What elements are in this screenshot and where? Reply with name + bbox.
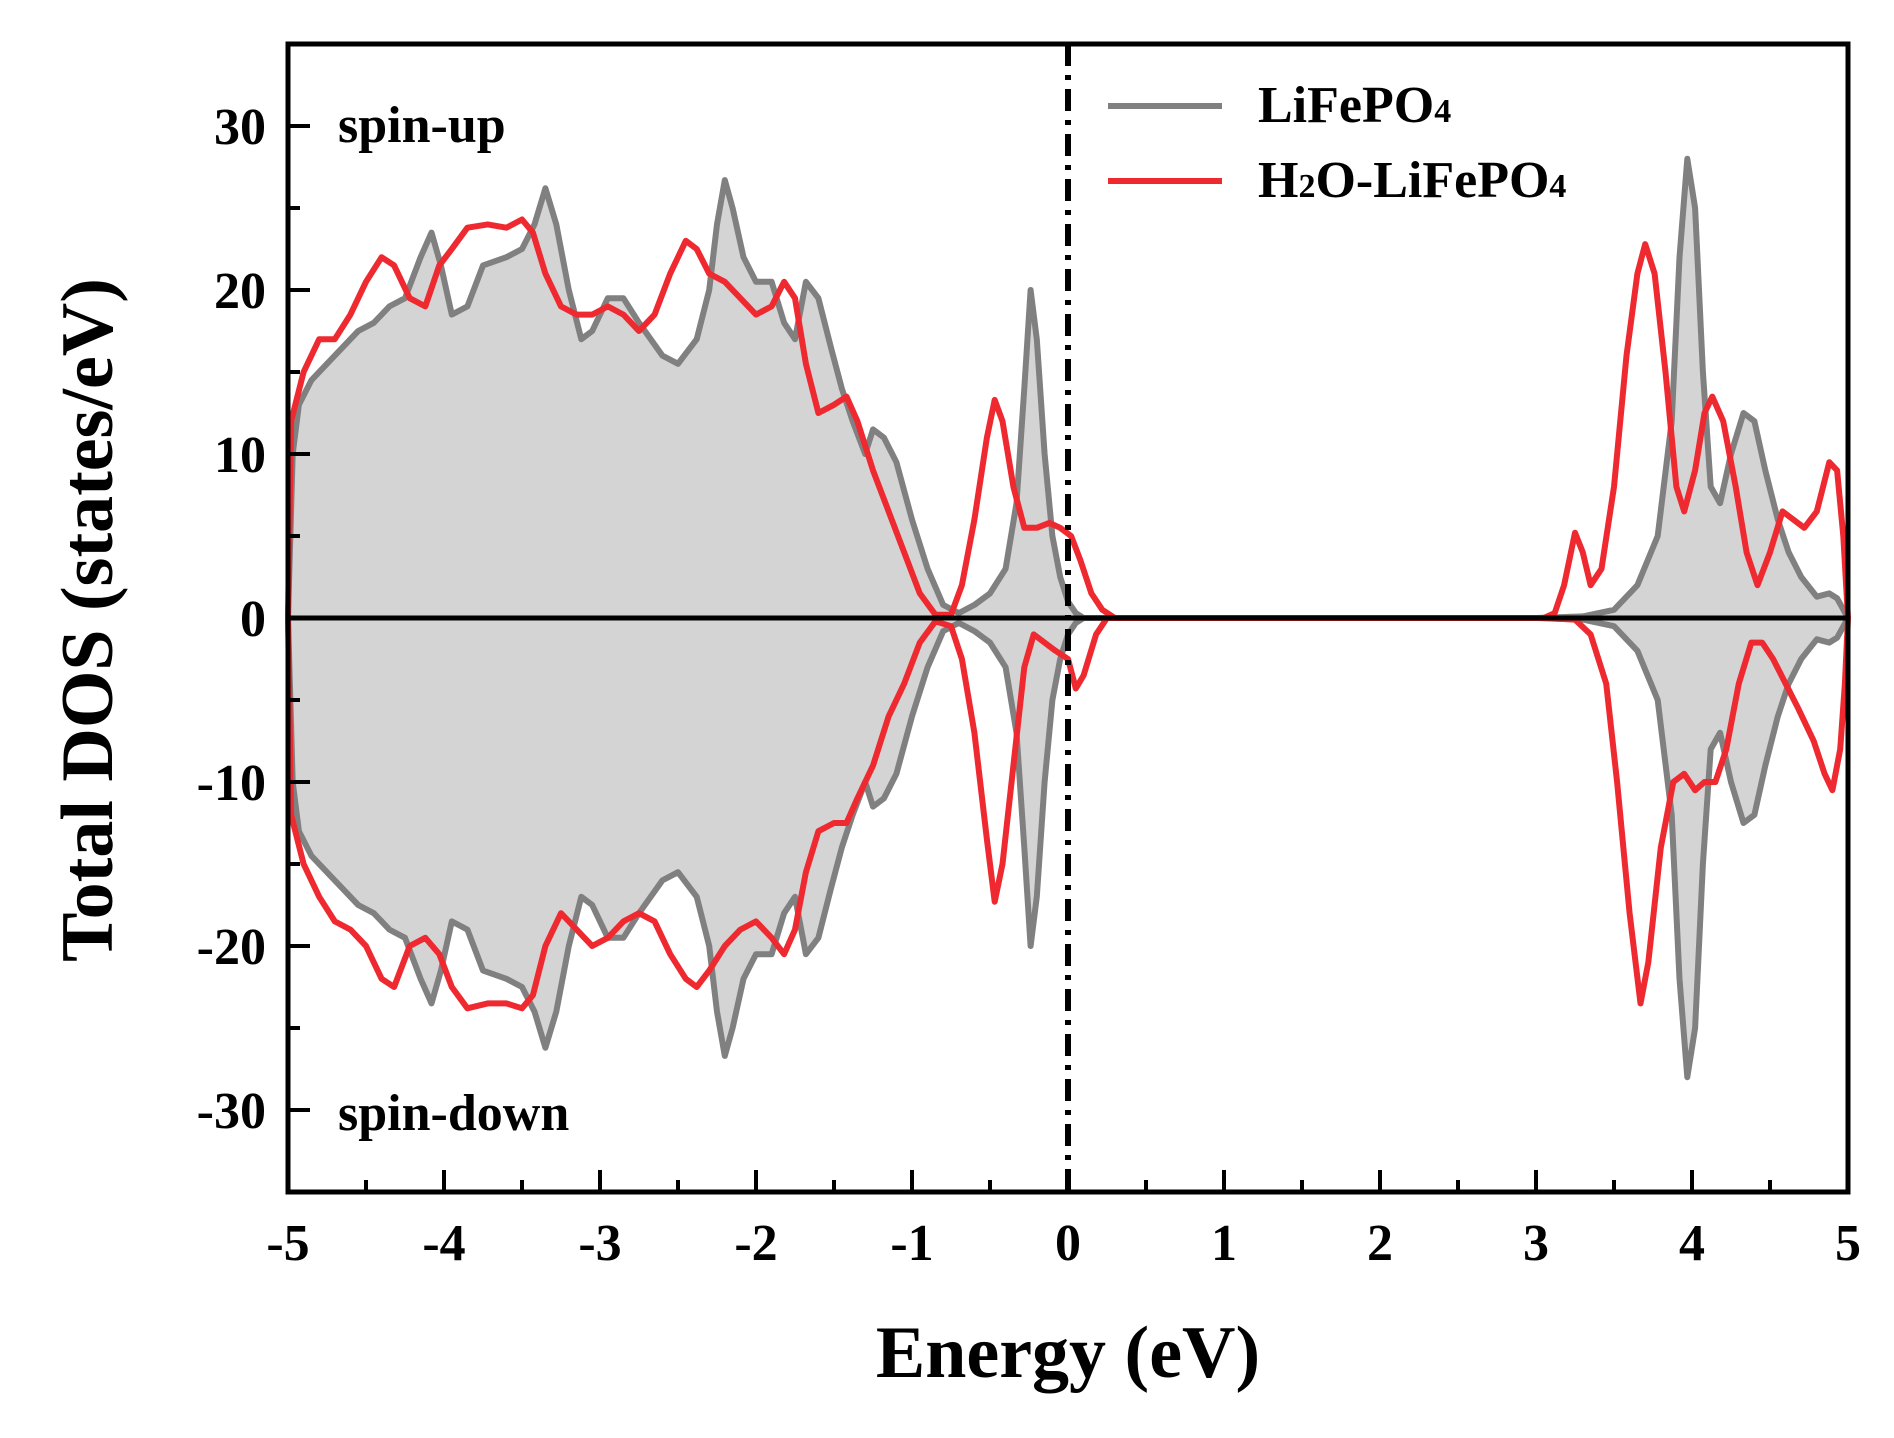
spin-down-label: spin-down (338, 1085, 569, 1142)
x-tick-label: -5 (266, 1215, 309, 1272)
x-tick-label: 1 (1211, 1215, 1237, 1272)
h2o-lifepo4-spin-down-line (285, 615, 1851, 1012)
line-layer (285, 155, 1851, 1081)
x-axis-title: Energy (eV) (876, 1312, 1260, 1394)
x-tick-label: 5 (1835, 1215, 1861, 1272)
y-tick-label: -10 (197, 755, 266, 812)
legend-label-h2o-lifepo4: H2O-LiFePO4 (1258, 152, 1566, 209)
x-tick-label: 3 (1523, 1215, 1549, 1272)
reference-lines (288, 44, 1848, 1192)
ticks (286, 42, 1850, 1194)
h2o-lifepo4-spin-up-line (285, 216, 1851, 621)
y-tick-label: -20 (197, 919, 266, 976)
y-tick-label: 30 (214, 99, 266, 156)
fill-layer (288, 158, 1848, 1078)
lifepo4-spin-up-fill (288, 158, 1848, 619)
legend-label-lifepo4: LiFePO4 (1258, 77, 1451, 134)
y-tick-label: 0 (240, 591, 266, 648)
y-tick-label: 20 (214, 263, 266, 320)
x-tick-label: -1 (890, 1215, 933, 1272)
y-tick-label: 10 (214, 427, 266, 484)
lifepo4-spin-down-fill (288, 618, 1848, 1078)
x-tick-label: 0 (1055, 1215, 1081, 1272)
x-tick-label: -3 (578, 1215, 621, 1272)
x-tick-label: -2 (734, 1215, 777, 1272)
y-axis-title: Total DOS (states/eV) (47, 278, 129, 962)
x-tick-label: 4 (1679, 1215, 1705, 1272)
x-tick-label: 2 (1367, 1215, 1393, 1272)
x-tick-label: -4 (422, 1215, 465, 1272)
spin-up-label: spin-up (338, 97, 506, 154)
y-tick-label: -30 (197, 1083, 266, 1140)
legend: LiFePO4 H2O-LiFePO4 (1108, 77, 1566, 209)
